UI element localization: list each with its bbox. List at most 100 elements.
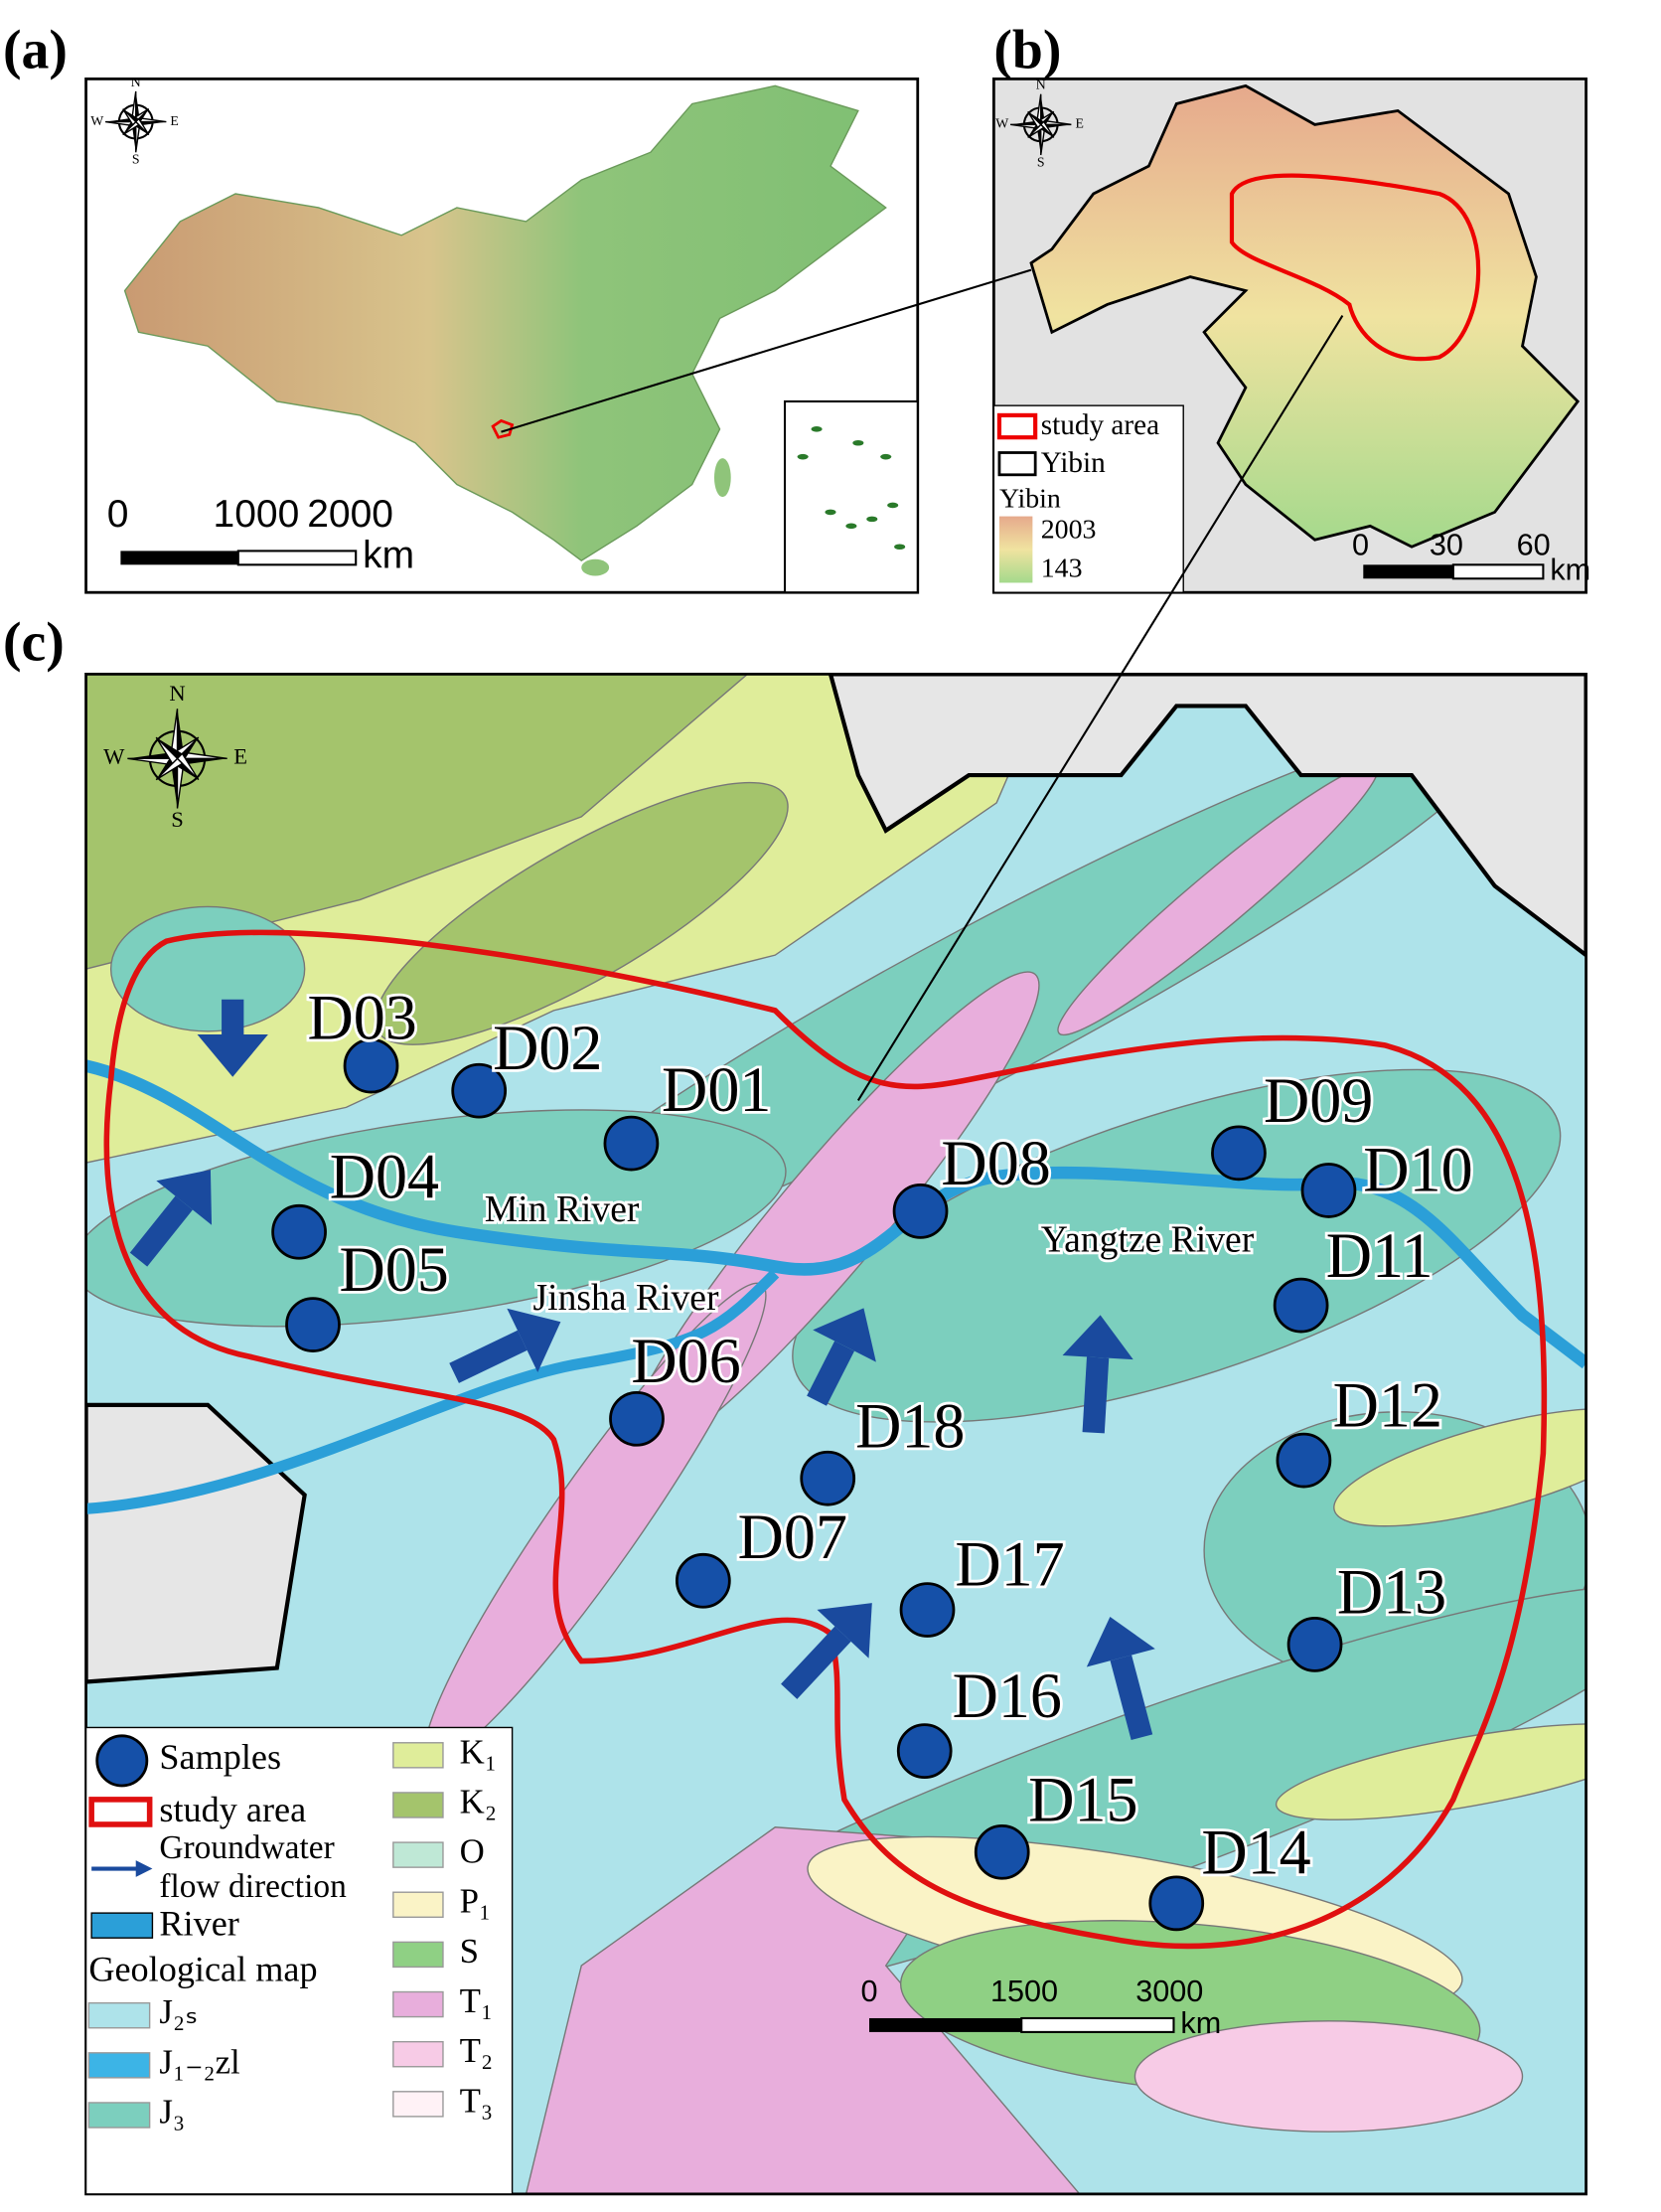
river <box>85 1269 780 1514</box>
inset-island <box>797 453 809 460</box>
scale-label: 60 <box>1517 528 1551 561</box>
sample-label: D14 <box>1201 1817 1310 1887</box>
compass-letter: W <box>103 744 125 769</box>
sample-label: D03 <box>307 983 416 1053</box>
inset-island <box>894 544 906 551</box>
flow-arrow <box>807 1341 855 1406</box>
sample-point <box>896 1723 953 1779</box>
legend-label: study area <box>159 1790 306 1829</box>
panel-label: (a) <box>3 20 68 81</box>
sample-label: D12 <box>1333 1370 1442 1441</box>
scale-unit: km <box>1180 2006 1221 2040</box>
legend-label: Samples <box>159 1737 281 1777</box>
sample-point <box>285 1297 341 1352</box>
legend-label: T₂ <box>460 2031 493 2070</box>
scale-bar-white <box>1020 2016 1175 2033</box>
sample-point <box>609 1390 665 1447</box>
flow-arrow-head <box>1086 1617 1155 1667</box>
legend-swatch-study-area <box>996 412 1038 440</box>
legend-geology-swatch <box>392 1941 444 1969</box>
study-area <box>103 929 1548 1950</box>
compass-letter: N <box>1036 78 1046 92</box>
scale-label: 30 <box>1430 528 1463 561</box>
legend-label: Yibin <box>1041 447 1106 479</box>
legend-swatch-yibin <box>997 451 1037 477</box>
flow-arrow-head <box>156 1170 213 1225</box>
compass-point <box>122 120 140 136</box>
compass-point <box>156 737 183 759</box>
inset-island <box>880 453 892 460</box>
legend-geology-swatch <box>392 1841 444 1868</box>
legend-label: P₁ <box>460 1882 492 1921</box>
inset-island <box>811 426 823 432</box>
river-label: Yangtze River <box>1041 1219 1255 1261</box>
legend-label: J₂ₛ <box>159 1992 198 2031</box>
sample-label: D10 <box>1363 1135 1472 1205</box>
scale-label: 0 <box>107 493 129 536</box>
scale-label: 0 <box>1352 528 1369 561</box>
legend-label: study area <box>1041 409 1159 441</box>
sample-point <box>1286 1617 1343 1672</box>
sample-point <box>1273 1277 1329 1334</box>
inset-island <box>887 502 899 509</box>
legend-title: Yibin <box>999 484 1061 515</box>
legend-label: T₃ <box>460 2081 493 2120</box>
connector <box>856 315 1344 1101</box>
compass-point <box>1027 123 1045 138</box>
taiwan <box>713 458 731 498</box>
sample-label: D08 <box>941 1128 1050 1198</box>
unit-j3 <box>792 1068 1562 1423</box>
elevation-bar <box>998 516 1033 583</box>
legend-label: K₁ <box>460 1732 497 1771</box>
legend-label: flow direction <box>159 1868 347 1905</box>
panel-frame <box>84 672 1587 2196</box>
compass-point <box>155 736 179 765</box>
sample-label: D06 <box>631 1326 740 1396</box>
scale-label: 1000 <box>214 493 300 536</box>
legend-label: River <box>159 1903 238 1943</box>
sample-point <box>892 1184 949 1239</box>
sample-point <box>899 1582 956 1638</box>
scale-label: 2000 <box>307 493 393 536</box>
unit-j3 <box>85 1109 787 1328</box>
relief <box>828 674 1586 958</box>
legend-study-area <box>88 1797 153 1827</box>
legend-title: Geological map <box>88 1949 317 1988</box>
sample-point <box>343 1037 399 1094</box>
sample-point <box>1211 1125 1267 1182</box>
legend-flow-head <box>135 1860 153 1877</box>
compass-point <box>1039 120 1055 138</box>
sample-label: D13 <box>1337 1557 1446 1628</box>
sample-point <box>974 1823 1030 1880</box>
legend-geology-swatch <box>392 2091 444 2118</box>
unit-k1 <box>1333 1407 1586 1527</box>
sample-label: D15 <box>1028 1765 1137 1835</box>
compass-point <box>177 709 185 759</box>
legend-label: O <box>460 1832 485 1871</box>
scale-label: 0 <box>860 1975 877 2008</box>
legend-label: 2003 <box>1041 514 1097 545</box>
compass <box>104 90 167 153</box>
legend-river <box>90 1912 154 1939</box>
connector <box>501 268 1032 433</box>
legend-geology-swatch <box>392 2040 444 2068</box>
compass-point <box>170 758 178 809</box>
legend-geology-swatch <box>392 1891 444 1918</box>
scale-label: 3000 <box>1135 1975 1203 2008</box>
compass-letter: N <box>169 681 185 706</box>
flow-arrow <box>1110 1655 1153 1741</box>
scale-bar-black <box>869 2017 1022 2032</box>
compass-letter: S <box>132 152 140 167</box>
panel-label: (b) <box>993 20 1061 81</box>
yibin-map <box>1029 83 1581 549</box>
scale-label: 1500 <box>990 1975 1058 2008</box>
legend-label: K₂ <box>460 1782 497 1820</box>
china-map <box>123 84 887 562</box>
legend-geology-swatch <box>87 2052 151 2079</box>
legend-label: 143 <box>1041 553 1083 583</box>
compass-point <box>177 758 227 766</box>
scale-bar-white <box>1451 563 1545 580</box>
legend-label: J₃ <box>159 2092 185 2131</box>
study-area-b <box>1229 173 1481 362</box>
legend-label: Groundwater <box>159 1829 334 1866</box>
